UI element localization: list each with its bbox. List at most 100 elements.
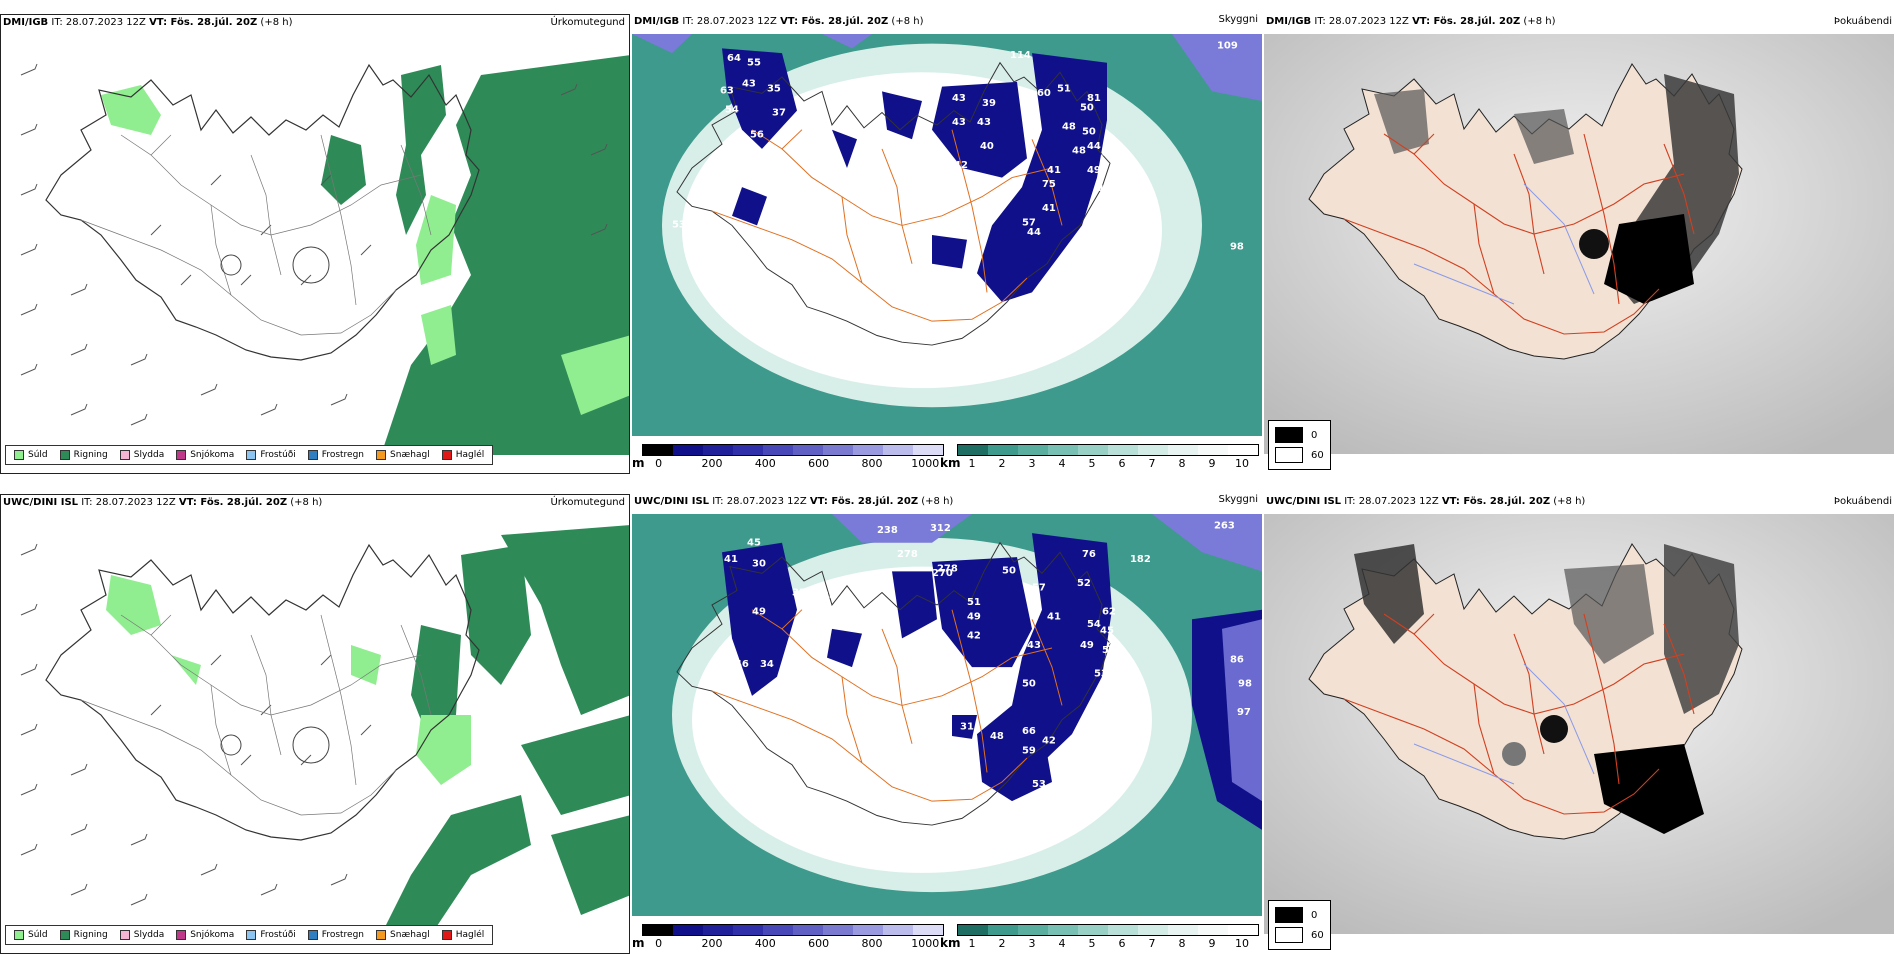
- cloud-base-label: 56: [750, 130, 764, 141]
- swatch: [14, 930, 24, 940]
- cloud-base-label: 53: [1032, 779, 1046, 790]
- legend-item-snow: Snjókoma: [176, 450, 234, 460]
- cloud-map[interactable]: 64 55 43 35 63 54 37 56 63 47 53 43 39 43 43 40 42 60 51 50…: [632, 34, 1262, 436]
- cloud-base-label: 45: [1107, 640, 1121, 651]
- panel-title: UWC/DINI ISL IT: 28.07.2023 12Z VT: Fös.…: [3, 497, 323, 508]
- precip-panel-dmi: DMI/IGB IT: 28.07.2023 12Z VT: Fös. 28.j…: [0, 14, 630, 474]
- precip-legend: Súld Rigning Slydda Snjókoma Frostúði Fr…: [5, 925, 494, 945]
- ceiling-colorbar: [642, 444, 944, 456]
- cloud-base-label: 98: [1238, 678, 1252, 689]
- rain-areas: [101, 55, 629, 455]
- swatch: [14, 450, 24, 460]
- cloud-base-label: 50: [1080, 103, 1094, 114]
- wind-barbs: [20, 543, 372, 906]
- cloud-base-label: 43: [1027, 640, 1041, 651]
- cloud-base-label: 34: [760, 659, 774, 670]
- cloud-base-label: 55: [1112, 736, 1126, 747]
- cloud-base-label: 44: [1027, 227, 1041, 238]
- fog-legend-swatch: [1275, 427, 1303, 443]
- cloud-base-label: 50: [1022, 678, 1036, 689]
- cloud-base-label: 51: [967, 597, 981, 608]
- fog-dark-areas: [1374, 74, 1739, 304]
- legend-item-snow: Snjókoma: [176, 930, 234, 940]
- cloud-base-label: 46: [1094, 203, 1108, 214]
- cloud-base-label: 49: [1087, 165, 1101, 176]
- legend-item-hail: Haglél: [441, 450, 484, 460]
- field-name: Úrkomutegund: [550, 17, 625, 28]
- swatch: [441, 930, 452, 940]
- precip-map[interactable]: [1, 515, 629, 935]
- wind-barbs: [20, 63, 608, 426]
- cloud-labels: 64 55 43 35 63 54 37 56 63 47 53 43 39 43 43 40 42 60 51 50…: [672, 41, 1244, 253]
- panel-title: UWC/DINI ISL IT: 28.07.2023 12Z VT: Fös.…: [634, 496, 954, 507]
- cloud-base-label: 48: [1062, 122, 1076, 133]
- ceiling-colorbar: [642, 924, 944, 936]
- cloud-base-label: 64: [727, 53, 741, 64]
- legend-item-drizzle: Súld: [14, 930, 48, 940]
- cloud-base-label: 30: [752, 559, 766, 570]
- cloud-base-label: 49: [967, 611, 981, 622]
- cloud-base-label: 44: [1087, 141, 1101, 152]
- cloud-base-label: 182: [1130, 554, 1151, 565]
- legend-item-freezing-drizzle: Frostúði: [246, 930, 296, 940]
- cloud-map[interactable]: 45 41 30 49 33 135 46 34 39 238 312 278 278 270 51 50 49…: [632, 514, 1262, 916]
- cloud-base-label: 42: [967, 631, 981, 642]
- field-name: Skyggni: [1218, 14, 1258, 25]
- swatch: [246, 930, 257, 940]
- fog-map[interactable]: [1264, 34, 1894, 454]
- cloud-base-label: 39: [772, 702, 786, 713]
- fog-map[interactable]: [1264, 514, 1894, 934]
- legend-item-freezing-rain: Frostregn: [307, 930, 364, 940]
- cloud-base-label: 41: [1047, 611, 1061, 622]
- cloud-base-label: 278: [937, 564, 958, 575]
- cloud-base-label: 53: [672, 220, 686, 231]
- cloud-base-label: 263: [1214, 521, 1235, 532]
- cloud-base-label: 41: [1047, 165, 1061, 176]
- field-name: Úrkomutegund: [550, 497, 625, 508]
- cloud-base-label: 63: [720, 86, 734, 97]
- fog-legend-swatch: [1275, 907, 1303, 923]
- visibility-unit: km: [940, 456, 961, 470]
- precip-map[interactable]: [1, 35, 629, 455]
- legend-item-rain: Rigning: [59, 450, 108, 460]
- panel-title: UWC/DINI ISL IT: 28.07.2023 12Z VT: Fös.…: [1266, 496, 1586, 507]
- cloud-base-label: 54: [725, 105, 739, 116]
- cloud-base-label: 62: [1102, 607, 1116, 618]
- swatch: [176, 930, 187, 940]
- cloud-base-label: 51: [1057, 84, 1071, 95]
- cloud-base-label: 66: [1022, 726, 1036, 737]
- cloud-base-label: 43: [742, 79, 756, 90]
- visibility-unit: km: [940, 936, 961, 950]
- swatch: [119, 450, 130, 460]
- scale-bars: m 0 200 400 600 800 1000 km 1 2 3 4 5 6 7 8 9 10: [632, 442, 1262, 474]
- cloud-base-label: 43: [1102, 149, 1116, 160]
- fog-panel-uwc: UWC/DINI ISL IT: 28.07.2023 12Z VT: Fös.…: [1264, 494, 1894, 954]
- legend-item-rain: Rigning: [59, 930, 108, 940]
- swatch: [59, 930, 70, 940]
- cloud-base-label: 42: [954, 160, 968, 171]
- cloud-base-label: 57: [1032, 583, 1046, 594]
- swatch: [246, 450, 257, 460]
- fog-panel-dmi: DMI/IGB IT: 28.07.2023 12Z VT: Fös. 28.j…: [1264, 14, 1894, 474]
- cloud-base-label: 59: [1022, 745, 1036, 756]
- cloud-base-label: 57: [1082, 712, 1096, 723]
- fog-legend-swatch: [1275, 447, 1303, 463]
- cloud-base-label: 52: [1102, 645, 1116, 656]
- panel-title: DMI/IGB IT: 28.07.2023 12Z VT: Fös. 28.j…: [634, 16, 924, 27]
- cloud-base-label: 46: [1097, 237, 1111, 248]
- swatch: [441, 450, 452, 460]
- field-name: Skyggni: [1218, 494, 1258, 505]
- visibility-colorbar: [957, 444, 1259, 456]
- legend-item-freezing-rain: Frostregn: [307, 450, 364, 460]
- cloud-panel-dmi: DMI/IGB IT: 28.07.2023 12Z VT: Fös. 28.j…: [632, 14, 1262, 474]
- panel-title: DMI/IGB IT: 28.07.2023 12Z VT: Fös. 28.j…: [3, 17, 293, 28]
- cloud-base-label: 135: [815, 590, 836, 601]
- swatch: [376, 450, 387, 460]
- legend-item-sleet: Slydda: [119, 450, 164, 460]
- visibility-colorbar: [957, 924, 1259, 936]
- legend-item-drizzle: Súld: [14, 450, 48, 460]
- cloud-panel-uwc: UWC/DINI ISL IT: 28.07.2023 12Z VT: Fös.…: [632, 494, 1262, 954]
- cloud-base-label: 45: [1097, 184, 1111, 195]
- panel-title: DMI/IGB IT: 28.07.2023 12Z VT: Fös. 28.j…: [1266, 16, 1556, 27]
- cloud-base-label: 52: [1087, 222, 1101, 233]
